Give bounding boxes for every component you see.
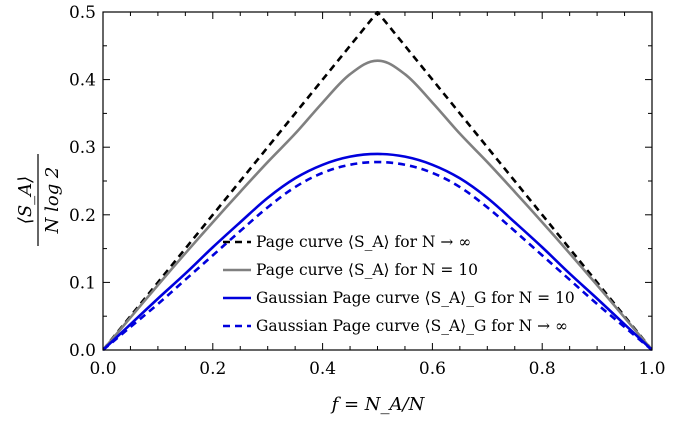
y-tick-label: 0.4 — [69, 71, 96, 91]
x-tick-label: 1.0 — [638, 359, 665, 379]
y-tick-label: 0.1 — [69, 273, 96, 293]
y-axis-label-numerator: ⟨S_A⟩ — [15, 176, 36, 224]
series-line-4 — [103, 160, 652, 351]
legend-label-2: Page curve ⟨S_A⟩ for N = 10 — [256, 261, 478, 279]
legend-label-4: Gaussian Page curve ⟨S_A⟩_G for N → ∞ — [256, 317, 568, 335]
x-tick-label: 0.0 — [89, 359, 116, 379]
axes-layer: 0.0 0.2 0.4 0.6 0.8 1.0 0.0 0.1 0.2 0.3 0.4 0.5 — [69, 3, 666, 379]
series-line-3 — [103, 152, 652, 351]
legend-label-1: Page curve ⟨S_A⟩ for N → ∞ — [256, 233, 471, 251]
legend: Page curve ⟨S_A⟩ for N → ∞ Page curve ⟨S_… — [223, 233, 575, 335]
x-tick-label: 0.6 — [419, 359, 446, 379]
y-tick-label: 0.0 — [69, 341, 96, 361]
x-axis-label: f = N_A/N — [330, 394, 426, 415]
legend-label-3: Gaussian Page curve ⟨S_A⟩_G for N = 10 — [256, 289, 575, 307]
y-tick-label: 0.2 — [69, 206, 96, 226]
x-tick-label: 0.8 — [529, 359, 556, 379]
y-tick-label: 0.5 — [69, 3, 96, 23]
series-line-2 — [103, 59, 652, 351]
y-axis-label: ⟨S_A⟩ N log 2 — [15, 154, 63, 246]
x-tick-label: 0.2 — [199, 359, 226, 379]
x-tick-label: 0.4 — [309, 359, 336, 379]
y-axis-label-denominator: N log 2 — [42, 167, 63, 235]
y-tick-label: 0.3 — [69, 138, 96, 158]
